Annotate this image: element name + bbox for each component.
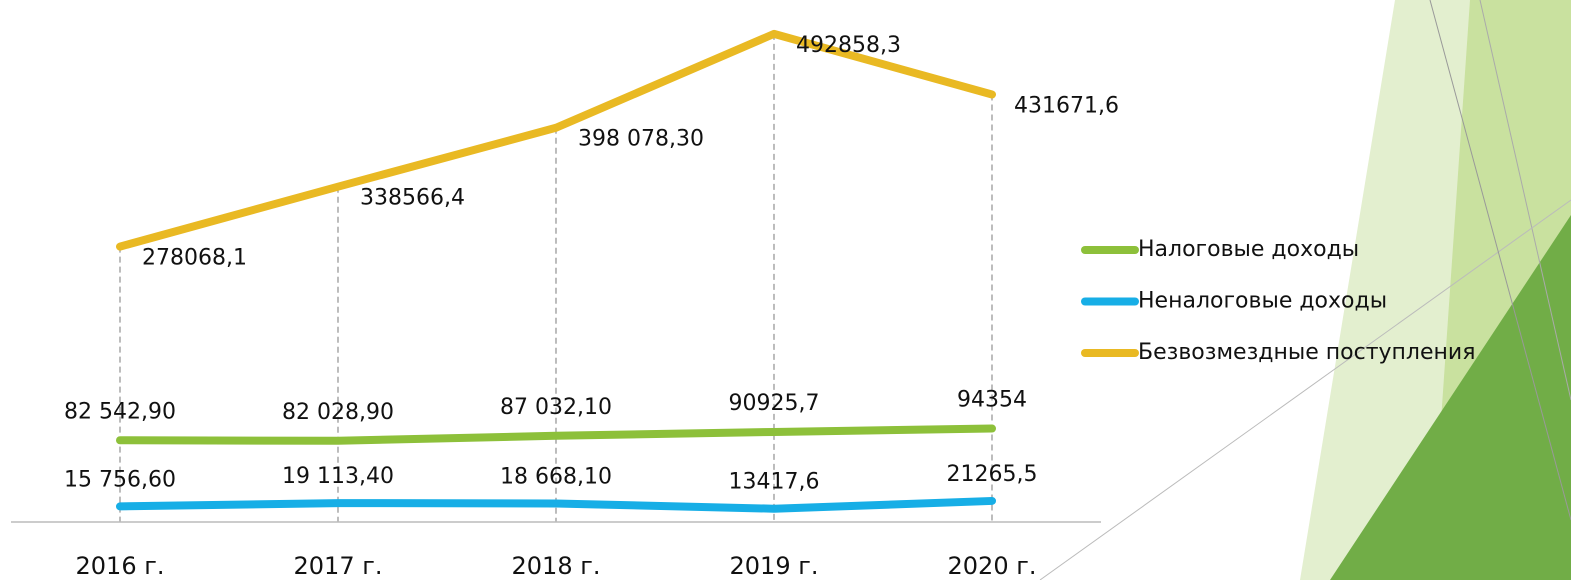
x-tick-label: 2020 г. (948, 552, 1037, 580)
data-label: 492858,3 (796, 33, 901, 58)
legend-label: Неналоговые доходы (1138, 289, 1387, 314)
data-label: 87 032,10 (500, 395, 612, 420)
data-label: 82 028,90 (282, 400, 394, 425)
data-label: 15 756,60 (64, 467, 176, 492)
data-label: 18 668,10 (500, 465, 612, 490)
page: 2016 г. 2017 г. 2018 г. 2019 г. 2020 г. 82 54… (0, 0, 1571, 580)
data-label: 94354 (957, 388, 1027, 413)
chart: 2016 г. 2017 г. 2018 г. 2019 г. 2020 г. 82 54… (0, 0, 1571, 580)
data-label: 398 078,30 (578, 127, 704, 152)
data-label: 90925,7 (729, 391, 820, 416)
data-label: 278068,1 (142, 246, 247, 271)
data-label: 19 113,40 (282, 464, 394, 489)
legend-label: Безвозмездные поступления (1138, 340, 1475, 365)
x-tick-label: 2016 г. (76, 552, 165, 580)
data-label: 431671,6 (1014, 93, 1119, 118)
data-label: 13417,6 (729, 470, 820, 495)
legend-label: Налоговые доходы (1138, 237, 1359, 262)
x-tick-label: 2017 г. (294, 552, 383, 580)
data-label: 338566,4 (360, 186, 465, 211)
series-line (120, 501, 992, 509)
x-tick-label: 2019 г. (730, 552, 819, 580)
data-label: 82 542,90 (64, 399, 176, 424)
data-label: 21265,5 (947, 462, 1038, 487)
x-tick-label: 2018 г. (512, 552, 601, 580)
